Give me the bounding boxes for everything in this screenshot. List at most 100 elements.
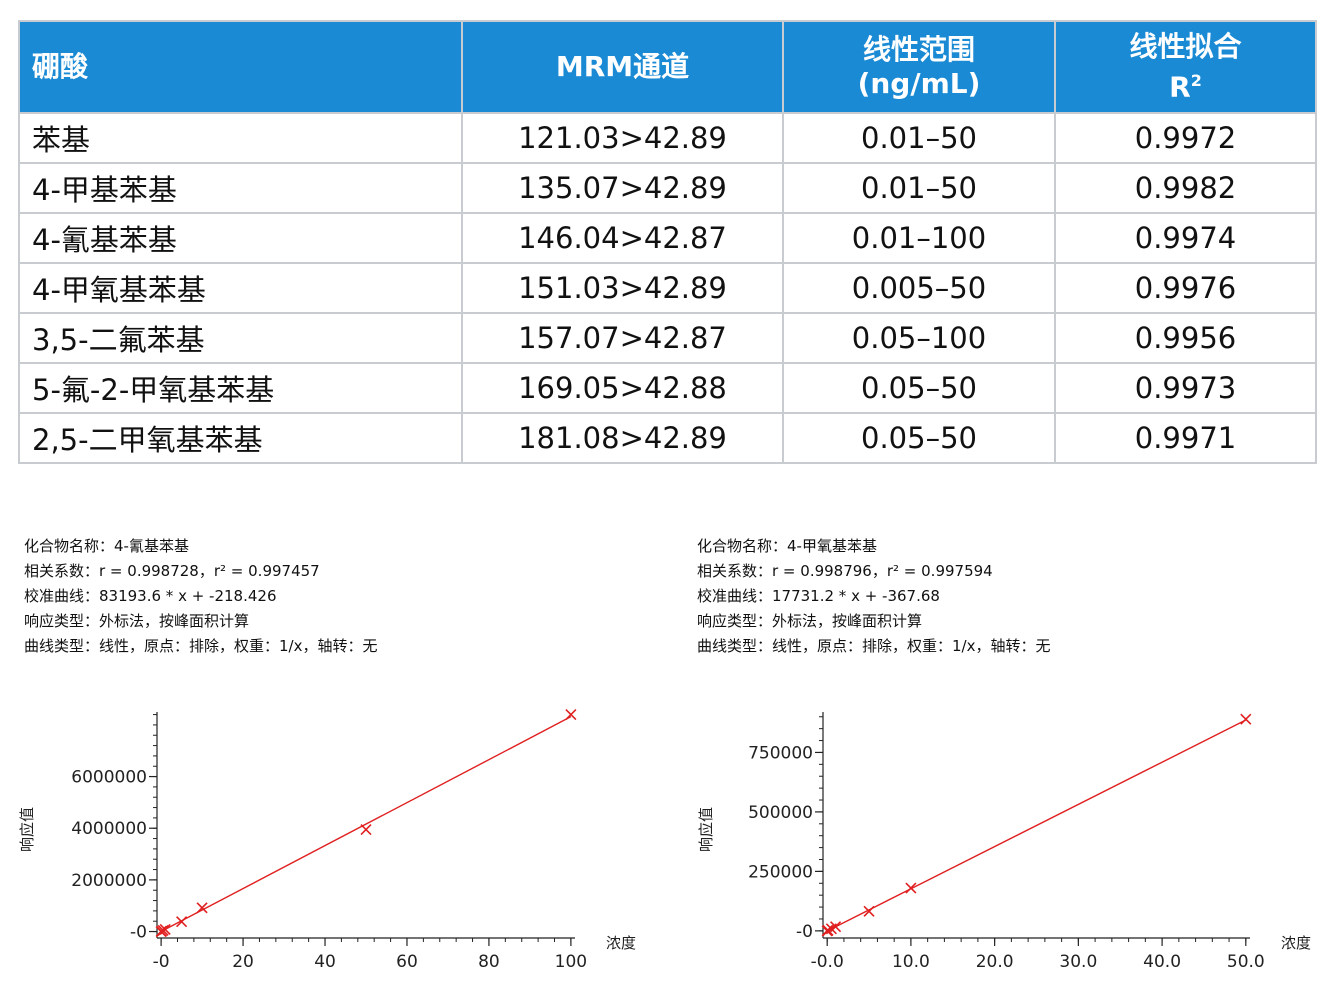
row-mrm-cell: 169.05>42.88: [461, 362, 784, 414]
data-point: [196, 902, 208, 914]
table-header-row: 硼酸 MRM通道 线性范围 (ng/mL) 线性拟合 R2: [18, 20, 1317, 114]
data-point: [360, 823, 372, 836]
row-mrm-cell: 121.03>42.89: [461, 112, 784, 164]
data-point-stroke: [829, 921, 842, 933]
row-range-cell: 0.01–50: [782, 112, 1056, 164]
y-tick-label: 2000000: [71, 871, 147, 891]
left-correlation: 相关系数：r = 0.998728，r² = 0.997457: [24, 562, 320, 580]
x-axis-label: 浓度: [606, 934, 636, 952]
header-linear-fit-r2: R2: [1066, 64, 1305, 104]
row-mrm-cell: 181.08>42.89: [461, 412, 784, 464]
header-linear-range-unit: (ng/mL): [857, 67, 981, 100]
right-response-type: 响应类型：外标法，按峰面积计算: [697, 612, 923, 630]
x-tick-label: 100: [555, 952, 587, 972]
table-row: 4-甲氧基苯基 151.03>42.89 0.005–50 0.9976: [18, 262, 1317, 314]
x-tick-label: 20: [232, 952, 254, 972]
row-range-cell: 0.01–50: [782, 162, 1056, 214]
data-point-stroke: [360, 823, 372, 836]
left-calibration-curve: 校准曲线：83193.6 * x + -218.426: [24, 587, 277, 605]
row-r2-cell: 0.9973: [1054, 362, 1317, 414]
right-correlation: 相关系数：r = 0.998796，r² = 0.997594: [697, 562, 993, 580]
row-name-cell: 2,5-二甲氧基苯基: [18, 412, 463, 464]
calibration-chart-4-methoxyphenyl: -0.0 10.0 20.0 30.0 40.0 50.0 -0 250000 500000 75…: [697, 712, 1311, 972]
row-mrm-cell: 146.04>42.87: [461, 212, 784, 264]
row-name-cell: 4-氰基苯基: [18, 212, 463, 264]
linearity-table: 硼酸 MRM通道 线性范围 (ng/mL) 线性拟合 R2 苯基 121.03>4…: [18, 20, 1317, 464]
right-curve-type: 曲线类型：线性，原点：排除，权重：1/x，轴转：无: [697, 637, 1051, 655]
data-point-stroke: [822, 924, 834, 937]
header-boronic-acid: 硼酸: [18, 20, 463, 114]
right-compound-name: 化合物名称：4-甲氧基苯基: [697, 537, 877, 555]
x-tick-label: 20.0: [976, 952, 1014, 972]
row-range-cell: 0.05–100: [782, 312, 1056, 364]
y-tick-label: -0: [130, 923, 147, 943]
data-point: [1240, 713, 1252, 725]
row-r2-cell: 0.9976: [1054, 262, 1317, 314]
y-axis-label: 响应值: [18, 807, 36, 852]
row-mrm-cell: 135.07>42.89: [461, 162, 784, 214]
table-row: 3,5-二氟苯基 157.07>42.87 0.05–100 0.9956: [18, 312, 1317, 364]
row-r2-cell: 0.9971: [1054, 412, 1317, 464]
row-range-cell: 0.05–50: [782, 362, 1056, 414]
calibration-chart-4-cyanophenyl: -0 20 40 60 80 100 -0 2000000 4000000 6000000 浓度 响应…: [18, 709, 636, 972]
left-compound-name: 化合物名称：4-氰基苯基: [24, 537, 189, 555]
data-point-stroke: [159, 923, 171, 935]
data-point-stroke: [196, 902, 208, 914]
left-chart-info: 化合物名称：4-氰基苯基 相关系数：r = 0.998728，r² = 0.99…: [24, 534, 377, 659]
data-point: [176, 916, 188, 928]
data-point: [829, 921, 842, 933]
row-range-cell: 0.01–100: [782, 212, 1056, 264]
data-point: [565, 709, 577, 721]
x-tick-label: 50.0: [1227, 952, 1265, 972]
table-row: 5-氟-2-甲氧基苯基 169.05>42.88 0.05–50 0.9973: [18, 362, 1317, 414]
row-r2-cell: 0.9982: [1054, 162, 1317, 214]
data-point-stroke: [176, 916, 188, 928]
header-linear-fit-title: 线性拟合: [1129, 29, 1242, 63]
right-calibration-curve: 校准曲线：17731.2 * x + -367.68: [697, 587, 940, 605]
table-row: 2,5-二甲氧基苯基 181.08>42.89 0.05–50 0.9971: [18, 412, 1317, 464]
data-point-stroke: [565, 709, 577, 721]
data-point: [822, 924, 834, 937]
x-tick-label: 40.0: [1143, 952, 1181, 972]
calibration-fit-line: [160, 716, 572, 933]
y-tick-label: 4000000: [71, 819, 147, 839]
calibration-fit-line: [826, 719, 1247, 932]
header-linear-range: 线性范围 (ng/mL): [782, 20, 1056, 114]
header-mrm-channel: MRM通道: [461, 20, 784, 114]
left-curve-type: 曲线类型：线性，原点：排除，权重：1/x，轴转：无: [24, 637, 378, 655]
row-range-cell: 0.005–50: [782, 262, 1056, 314]
y-tick-label: 6000000: [71, 768, 147, 788]
header-linear-fit: 线性拟合 R2: [1054, 20, 1317, 114]
x-tick-label: 60: [396, 952, 418, 972]
y-tick-label: 750000: [748, 743, 813, 763]
table-row: 4-氰基苯基 146.04>42.87 0.01–100 0.9974: [18, 212, 1317, 264]
table-row: 4-甲基苯基 135.07>42.89 0.01–50 0.9982: [18, 162, 1317, 214]
row-name-cell: 4-甲基苯基: [18, 162, 463, 214]
row-range-cell: 0.05–50: [782, 412, 1056, 464]
data-point: [159, 923, 171, 935]
header-linear-range-title: 线性范围: [862, 33, 975, 66]
x-tick-label: 80: [478, 952, 500, 972]
x-axis-label: 浓度: [1281, 934, 1311, 952]
y-axis-label: 响应值: [697, 807, 715, 852]
header-r-superscript: 2: [1190, 70, 1202, 90]
x-tick-label: -0: [153, 952, 170, 972]
table-row: 苯基 121.03>42.89 0.01–50 0.9972: [18, 112, 1317, 164]
y-tick-label: -0: [796, 922, 813, 942]
data-point: [863, 905, 875, 917]
data-point-stroke: [1240, 713, 1252, 725]
row-name-cell: 5-氟-2-甲氧基苯基: [18, 362, 463, 414]
left-response-type: 响应类型：外标法，按峰面积计算: [24, 612, 250, 630]
row-mrm-cell: 157.07>42.87: [461, 312, 784, 364]
right-chart-info: 化合物名称：4-甲氧基苯基 相关系数：r = 0.998796，r² = 0.9…: [697, 534, 1050, 659]
row-name-cell: 苯基: [18, 112, 463, 164]
row-r2-cell: 0.9974: [1054, 212, 1317, 264]
data-point-stroke: [905, 882, 917, 894]
header-r-letter: R: [1169, 70, 1191, 104]
x-tick-label: 10.0: [892, 952, 930, 972]
x-tick-label: 30.0: [1059, 952, 1097, 972]
row-r2-cell: 0.9956: [1054, 312, 1317, 364]
row-mrm-cell: 151.03>42.89: [461, 262, 784, 314]
row-r2-cell: 0.9972: [1054, 112, 1317, 164]
x-tick-label: -0.0: [811, 952, 844, 972]
